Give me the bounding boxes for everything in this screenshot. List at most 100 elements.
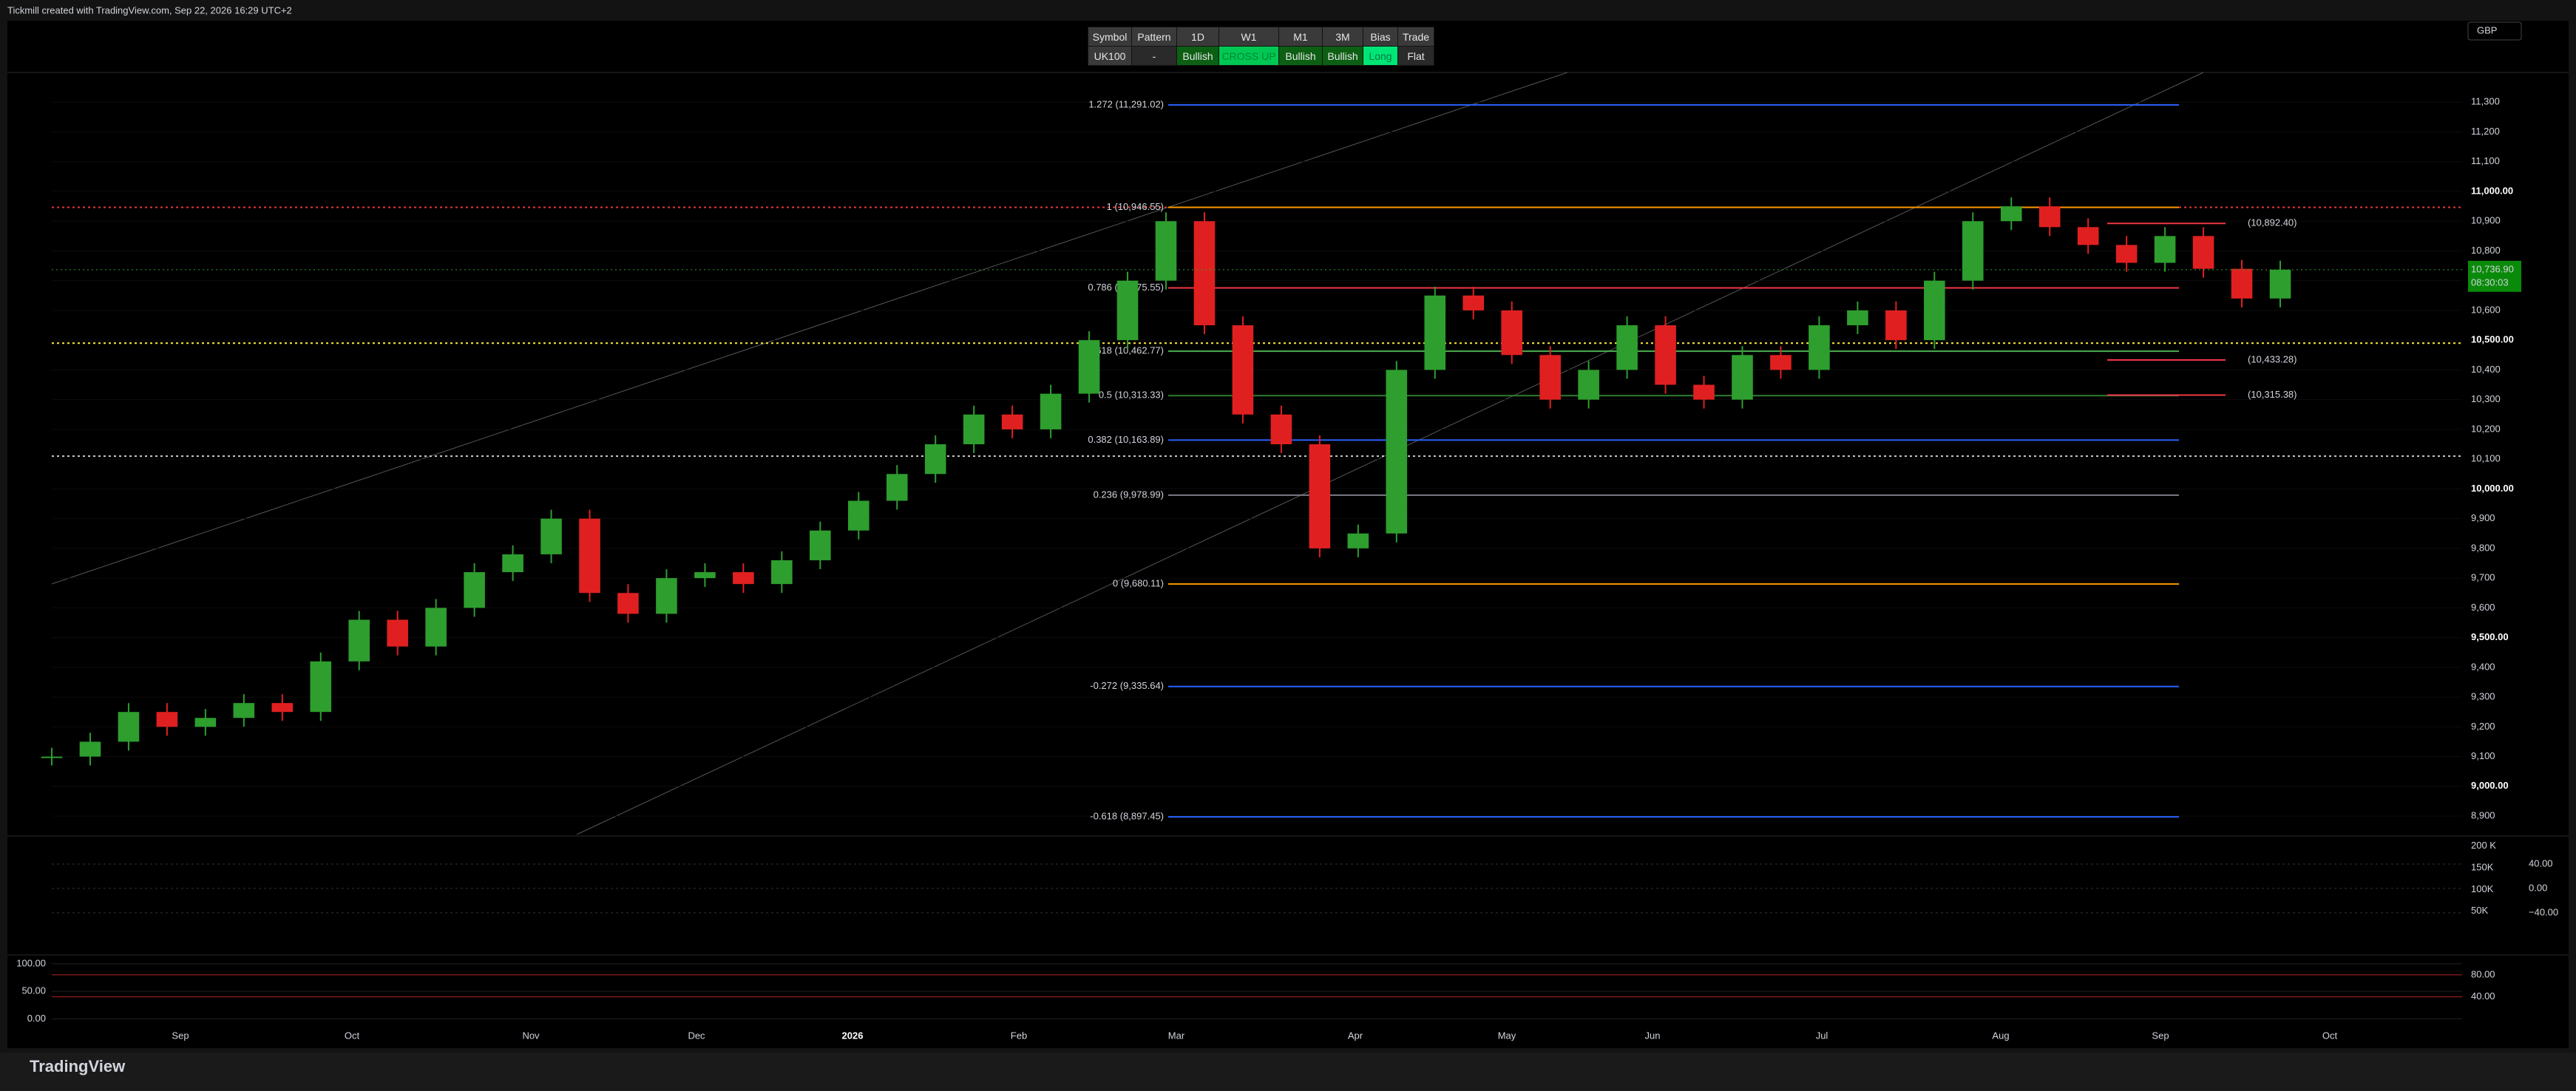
candle-body [733,572,754,585]
y-tick-label: 10,400 [2471,364,2501,375]
candle-body [271,703,294,713]
chart-background [7,21,2569,1048]
candle-body [1578,370,1599,400]
x-tick-label: Oct [345,1030,360,1041]
table-header: Symbol [1088,27,1132,47]
x-tick-label: Sep [2152,1030,2169,1041]
table-cell: Flat [1397,46,1434,66]
table-cell: - [1131,46,1177,66]
y-tick-label: 10,800 [2471,245,2501,256]
fib-label: 0.618 (10,462.77) [1088,345,1164,356]
candle-body [1809,325,1830,370]
y-tick-label: 11,200 [2471,126,2500,137]
candle-body [1655,325,1676,385]
candle-body [1040,393,1062,429]
candle-body [387,619,408,647]
stoch-level-label: 40.00 [2471,990,2495,1002]
candle-body [1270,414,1292,445]
stoch-tick-label: 100.00 [16,957,46,968]
candle-body [2038,206,2061,228]
table-cell: Long [1363,46,1398,66]
candle-body [310,661,332,713]
table-header: 1D [1176,27,1219,47]
candle-body [2269,269,2291,299]
brand: TradingView [30,1057,126,1075]
fib-label: 1.272 (11,291.02) [1088,98,1164,109]
volume-tick-label: 150K [2471,862,2494,873]
y-tick-label: 9,900 [2471,512,2495,523]
y-tick-label: 11,000.00 [2471,185,2513,196]
y-tick-label: 10,600 [2471,304,2501,315]
osc-tick-label: 40.00 [2529,857,2553,869]
y-tick-label: 10,900 [2471,215,2501,226]
table-header: Bias [1363,27,1398,47]
candle-body [79,741,101,757]
candle-body [118,712,140,742]
candle-body [1078,340,1100,394]
candle-body [617,593,639,614]
target-label: (10,892.40) [2248,217,2297,228]
currency[interactable]: GBP [2477,24,2497,35]
x-tick-label: Aug [1992,1030,2009,1041]
candle-body [41,756,63,758]
candle-body [1616,325,1638,370]
y-tick-label: 10,300 [2471,393,2501,404]
candle-body [1732,355,1753,400]
volume-tick-label: 50K [2471,905,2488,916]
candle-body [656,578,677,614]
stoch-level-label: 80.00 [2471,968,2495,979]
candle-body [1770,355,1792,370]
table-cell: Bullish [1278,46,1323,66]
x-tick-label: Dec [688,1030,705,1041]
candle-body [2000,206,2022,222]
signal-table: Symbol Pattern 1D W1 M1 3M Bias Trade UK… [1088,27,1434,66]
candle-body [694,572,716,579]
target-label: (10,315.38) [2248,389,2297,400]
x-tick-label: Mar [1168,1030,1185,1041]
candle-body [963,414,985,445]
table-header: Pattern [1131,27,1177,47]
candle-body [847,500,870,531]
candle-body [579,518,600,594]
candle-body [1962,221,1984,281]
candle-body [771,560,793,585]
candle-body [194,718,217,727]
x-tick-label: 2026 [842,1030,864,1041]
candle-body [425,608,447,647]
candle-body [1847,310,1868,326]
fib-label: 0.236 (9,978.99) [1094,489,1164,500]
x-tick-label: Nov [522,1030,540,1041]
candle-body [1693,384,1715,400]
y-tick-label: 10,100 [2471,453,2501,464]
candle-body [1193,221,1216,326]
currency-box[interactable] [2467,21,2522,41]
candle-body [1347,533,1369,548]
fib-label: 0.382 (10,163.89) [1088,434,1164,445]
y-tick-label: 10,200 [2471,423,2501,434]
table-cell: UK100 [1088,46,1132,66]
candle-body [2115,245,2138,263]
candle-body [1309,444,1331,548]
candle-body [1386,370,1408,534]
osc-tick-label: −40.00 [2529,906,2558,917]
candle-body [464,572,485,608]
fib-label: 1 (10,946.55) [1107,201,1164,212]
candle-body [1885,310,1907,341]
x-tick-label: Oct [2322,1030,2338,1041]
header-text: Tickmill created with TradingView.com, S… [7,4,292,16]
y-tick-label: 10,500.00 [2471,334,2514,345]
volume-tick-label: 200 K [2471,840,2496,851]
y-tick-label: 11,300 [2471,96,2500,107]
x-tick-label: May [1498,1030,1516,1041]
candle-body [1924,280,1945,341]
table-header: M1 [1278,27,1323,47]
candle-body [1501,310,1522,356]
target-label: (10,433.28) [2248,353,2297,364]
candle-body [1001,414,1023,429]
volume-tick-label: 100K [2471,883,2494,894]
y-tick-label: 9,100 [2471,750,2495,761]
candle-body [1539,355,1561,400]
candle-body [1116,280,1139,341]
